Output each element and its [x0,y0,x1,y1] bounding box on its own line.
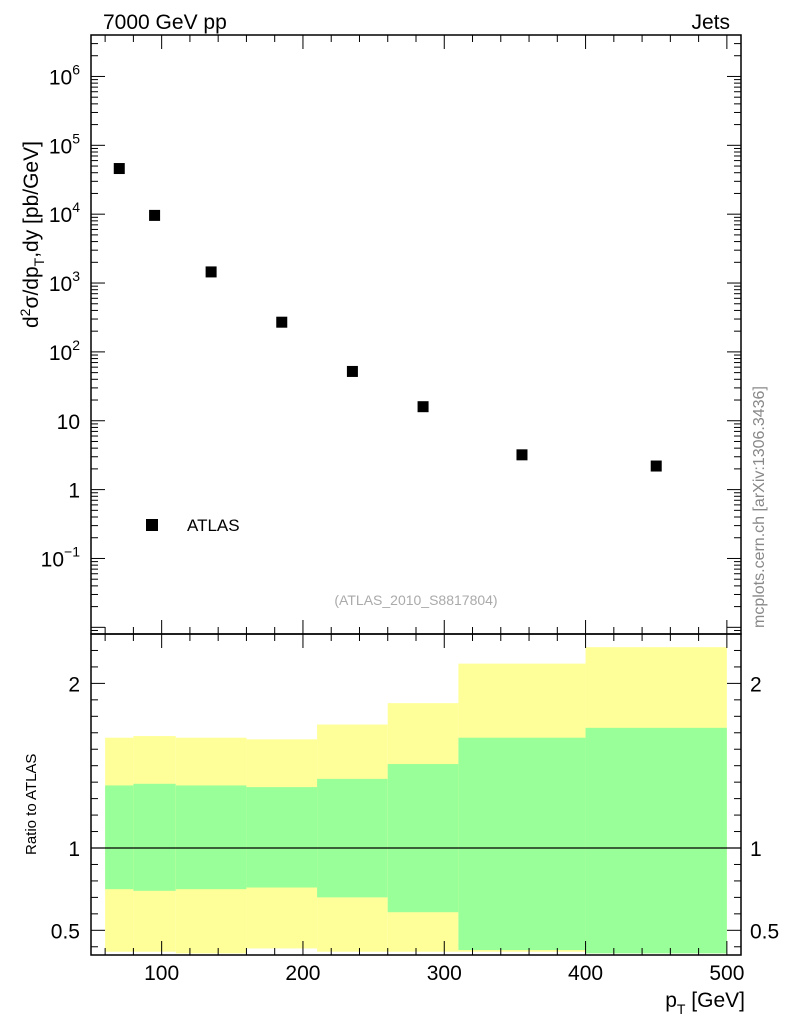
x-axis-label: pT [GeV] [665,989,745,1017]
band-inner-4 [317,778,388,898]
y-tick-label-main: 10−1 [41,543,81,571]
data-point-6 [516,449,528,461]
data-point-0 [113,163,125,175]
y-tick-label-ratio: 0.5 [51,920,80,943]
analysis-label: (ATLAS_2010_S8817804) [334,592,497,608]
data-point-2 [205,266,217,278]
band-inner-5 [387,764,459,913]
x-tick-label: 300 [427,962,462,985]
legend-label: ATLAS [187,516,240,535]
x-tick-label: 400 [568,962,603,985]
y-tick-label-main: 105 [49,130,80,158]
x-tick-label: 200 [285,962,320,985]
data-point-3 [276,316,288,328]
y-tick-label-main: 103 [49,268,80,296]
band-inner-0 [105,785,134,890]
data-point-7 [650,460,662,472]
y-tick-label-main: 104 [49,199,80,227]
x-tick-label: 500 [709,962,744,985]
header-left: 7000 GeV pp [103,11,227,34]
data-point-4 [346,365,358,377]
y-tick-label-ratio-right: 1 [750,838,762,861]
y-tick-label-ratio: 1 [68,838,80,861]
data-point-5 [417,401,429,413]
y-axis-label-main: d2σ/dpT,dy [pb/GeV] [17,141,47,328]
ratio-panel: 100 200 300 400 500 0.5 0.5 1 1 2 2 [51,633,779,985]
y-tick-label-ratio: 2 [68,673,80,696]
y-tick-label-main: 1 [68,480,80,503]
x-tick-label: 100 [144,962,179,985]
data-point-1 [149,209,161,221]
header-right: Jets [691,11,730,34]
y-tick-label-main: 102 [49,337,80,365]
y-tick-label-main: 106 [49,61,80,89]
side-label: mcplots.cern.ch [arXiv:1306.3436] [751,386,768,628]
y-tick-label-ratio-right: 0.5 [750,920,779,943]
band-inner-7 [585,727,727,954]
band-inner-3 [246,787,318,888]
y-tick-label-ratio-right: 2 [750,673,762,696]
y-tick-label-main: 10 [57,411,80,434]
band-inner-2 [175,785,247,890]
main-frame [90,34,742,635]
band-inner-1 [133,783,176,891]
legend-marker [146,519,158,531]
band-inner-6 [458,737,586,951]
y-axis-label-ratio: Ratio to ATLAS [23,754,40,855]
